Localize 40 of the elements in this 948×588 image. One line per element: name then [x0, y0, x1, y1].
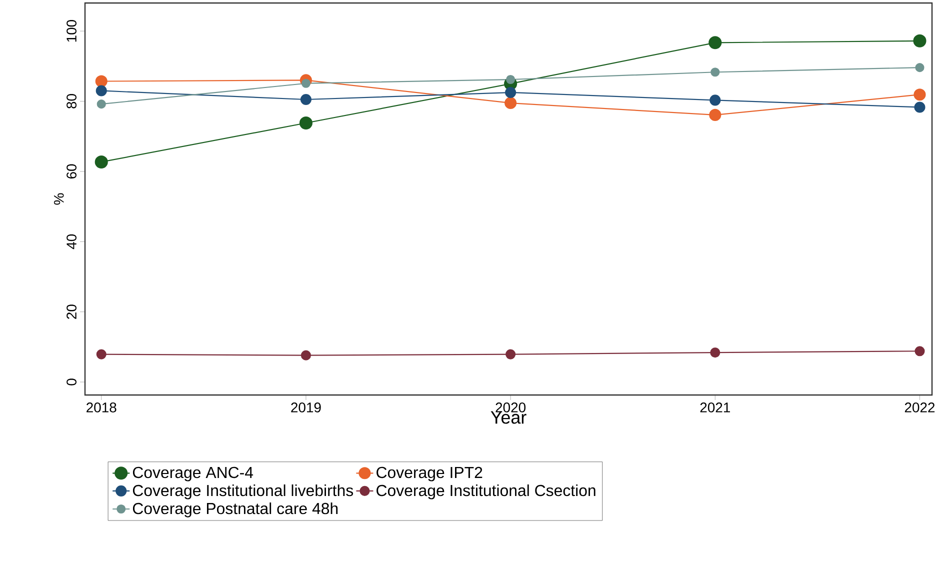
legend-label: Coverage Postnatal care 48h	[132, 502, 338, 518]
y-tick-label: 0	[66, 378, 76, 386]
legend-label: Coverage ANC-4	[132, 466, 254, 482]
point	[300, 94, 312, 106]
legend-label: Coverage IPT2	[376, 466, 482, 482]
point	[505, 86, 516, 98]
point	[914, 346, 925, 356]
point	[710, 348, 720, 358]
point	[913, 34, 926, 48]
x-axis-title: Year	[490, 411, 526, 424]
y-tick-label: 100	[66, 20, 76, 42]
y-tick-label: 40	[66, 234, 76, 250]
point	[96, 100, 106, 109]
y-tick-label: 60	[66, 164, 76, 178]
legend-label: Coverage Institutional livebirths	[132, 484, 354, 500]
point	[504, 96, 517, 110]
point	[96, 85, 107, 96]
x-tick-label: 2022	[904, 402, 935, 412]
x-tick-label: 2021	[700, 402, 730, 412]
y-axis-title: %	[54, 193, 64, 205]
point	[710, 68, 720, 77]
x-tick-label: 2018	[86, 402, 116, 412]
y-tick-label: 20	[66, 304, 76, 319]
x-tick-label: 2019	[291, 402, 321, 412]
point	[299, 116, 312, 130]
point	[914, 102, 926, 113]
point	[94, 155, 108, 168]
point	[708, 36, 722, 50]
point	[915, 63, 924, 72]
point	[914, 88, 926, 101]
point	[709, 108, 722, 121]
point	[95, 75, 108, 88]
x-tick-label: 2020	[496, 402, 526, 412]
point	[96, 349, 106, 360]
point	[710, 94, 721, 106]
y-tick-label: 80	[66, 94, 76, 108]
point	[506, 349, 516, 360]
legend-label: Coverage Institutional Csection	[376, 484, 596, 500]
point	[300, 350, 311, 360]
point	[301, 78, 310, 88]
